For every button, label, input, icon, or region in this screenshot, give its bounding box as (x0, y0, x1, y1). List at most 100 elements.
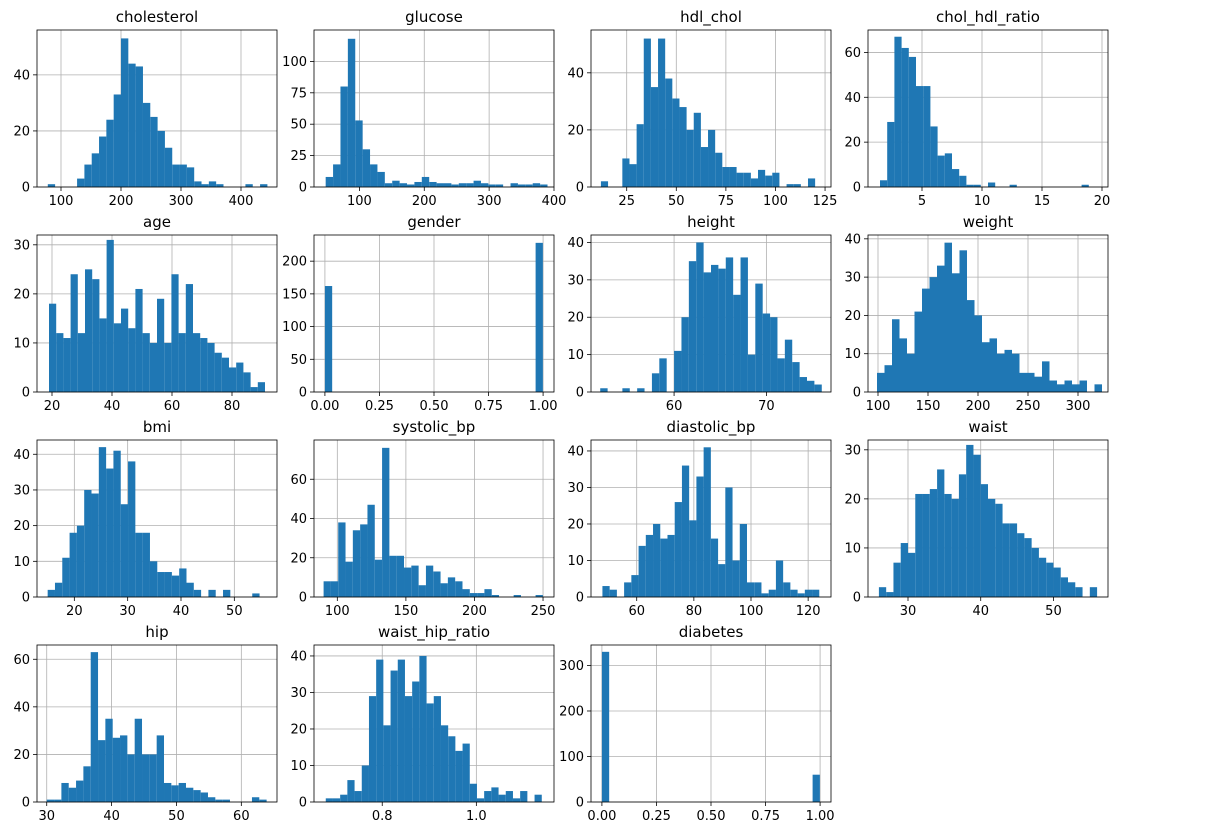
histogram-bar (354, 791, 362, 802)
x-tick-label: 150 (916, 399, 941, 414)
histogram-bar (411, 565, 419, 597)
histogram-bar (185, 787, 194, 802)
histogram-bar (653, 523, 661, 597)
histogram-bar (636, 124, 644, 187)
x-tick-label: 70 (758, 399, 775, 414)
x-tick-label: 15 (1034, 194, 1051, 209)
histogram-bar (325, 176, 334, 187)
histogram-bar (47, 184, 56, 187)
histogram-bar (792, 362, 800, 392)
y-tick-label: 0 (576, 386, 584, 401)
histogram-bar (1042, 361, 1050, 392)
y-tick-label: 100 (559, 750, 584, 765)
histogram-bar (894, 36, 902, 187)
x-tick-label: 200 (412, 194, 437, 209)
histogram-bar (1068, 582, 1076, 597)
histogram-bar (149, 561, 158, 597)
histogram-bar (466, 183, 474, 187)
histogram-bar (520, 791, 528, 802)
histogram-bar (1017, 533, 1025, 597)
y-tick-label: 40 (567, 236, 584, 251)
histogram-bar (164, 782, 172, 802)
histogram-bar (215, 799, 223, 802)
histogram-bar (703, 272, 711, 392)
histogram-bar (967, 300, 975, 392)
histogram-bar (637, 388, 645, 392)
histogram-bar (91, 153, 100, 187)
subplot-title: hdl_chol (680, 8, 742, 27)
x-tick-label: 100 (49, 194, 74, 209)
histogram-bar (396, 555, 405, 597)
histogram-bar (681, 317, 689, 392)
subplot-age: 20 40 60 80 0 10 20 30 age (13, 213, 278, 414)
histogram-bar (216, 184, 224, 187)
axes-frame (313, 644, 555, 803)
histogram-bar (469, 783, 477, 802)
y-tick-label: 0 (853, 591, 861, 606)
histogram-bar (700, 147, 709, 187)
x-tick-label: 60 (628, 604, 645, 619)
histogram-bar (665, 78, 673, 187)
histogram-bar (725, 257, 734, 392)
histogram-bar (886, 592, 894, 597)
histogram-bar (171, 785, 179, 802)
histogram-bar (178, 333, 186, 392)
x-tick-label: 300 (169, 194, 194, 209)
histogram-bar (672, 98, 680, 187)
histogram-bar (651, 373, 660, 392)
histogram-bar (772, 172, 780, 187)
x-tick-label: 0.75 (751, 809, 780, 824)
axes-frame (36, 644, 278, 803)
histogram-bar (974, 315, 982, 392)
histogram-bar (629, 164, 637, 187)
histogram-bar (689, 520, 697, 597)
histogram-bar (937, 155, 945, 187)
histogram-bar (186, 167, 195, 187)
histogram-bar (330, 581, 339, 597)
y-tick-label: 60 (13, 653, 30, 668)
histogram-bar (68, 787, 77, 802)
subplot-title: waist_hip_ratio (378, 623, 490, 642)
histogram-bar (404, 696, 413, 802)
histogram-bar (106, 239, 114, 392)
y-tick-label: 20 (844, 492, 861, 507)
x-tick-label: 25 (618, 194, 635, 209)
histogram-bar (923, 86, 931, 187)
histogram-bar (884, 365, 892, 392)
histogram-bar (421, 176, 430, 187)
x-tick-label: 0.00 (587, 809, 616, 824)
x-tick-label: 400 (542, 194, 567, 209)
histogram-bar (755, 283, 763, 392)
histogram-bar (922, 288, 930, 392)
y-tick-label: 10 (567, 554, 584, 569)
y-tick-label: 20 (844, 136, 861, 151)
histogram-bar (944, 493, 952, 597)
x-tick-label: 0.75 (474, 399, 503, 414)
y-tick-label: 30 (844, 443, 861, 458)
x-tick-label: 0.25 (365, 399, 394, 414)
x-tick-label: 0.8 (372, 809, 393, 824)
histogram-bar (790, 589, 798, 597)
y-tick-label: 20 (13, 748, 30, 763)
histogram-bar (532, 183, 541, 187)
histogram-bar (367, 504, 375, 597)
histogram-bar (989, 338, 997, 392)
histogram-bar (56, 333, 64, 392)
histogram-bar (1038, 557, 1047, 597)
histogram-bar (443, 183, 452, 187)
axes-frame (867, 234, 1109, 393)
histogram-bar (959, 175, 967, 187)
subplot-title: chol_hdl_ratio (936, 8, 1040, 27)
x-tick-label: 5 (918, 194, 926, 209)
histogram-bar (208, 181, 217, 187)
histogram-bar (804, 589, 813, 597)
histogram-bar (980, 484, 988, 597)
histogram-bar (770, 317, 778, 392)
histogram-bar (922, 493, 930, 597)
y-tick-label: 0 (853, 181, 861, 196)
histogram-bar (602, 586, 610, 597)
x-tick-label: 50 (226, 604, 243, 619)
y-tick-label: 20 (13, 287, 30, 302)
histogram-bar (729, 167, 737, 187)
histogram-bar (793, 184, 801, 187)
